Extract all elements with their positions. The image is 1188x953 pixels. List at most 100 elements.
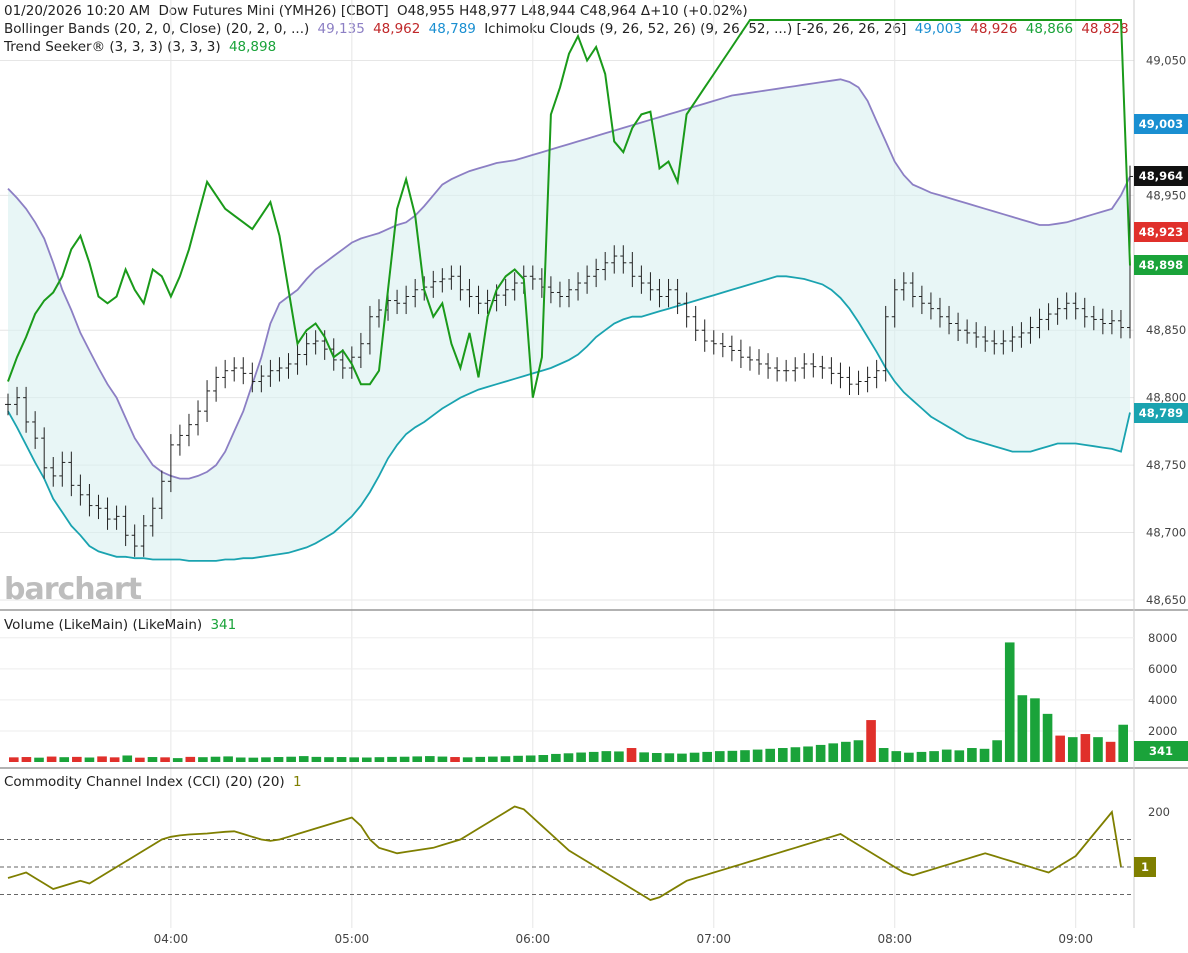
volume-bar	[538, 755, 549, 762]
volume-bar	[588, 751, 599, 762]
bb-label: Bollinger Bands (20, 2, 0, Close) (20, 2…	[4, 21, 310, 37]
volume-bar	[1030, 698, 1040, 762]
volume-bar	[59, 757, 70, 762]
ichi-value-1: 49,003	[914, 21, 962, 37]
time-tick-label: 06:00	[516, 932, 551, 946]
volume-bar	[109, 757, 120, 762]
volume-bar	[198, 757, 208, 762]
cci-line	[7, 805, 1122, 901]
volume-tag: 341	[1134, 740, 1188, 761]
volume-bar	[651, 752, 662, 762]
volume-bar	[311, 756, 322, 762]
volume-bar	[803, 746, 813, 762]
volume-bar	[450, 757, 460, 762]
volume-bar	[740, 750, 750, 762]
time-tick-label: 09:00	[1058, 932, 1093, 946]
price-tag: 49,003	[1134, 113, 1188, 134]
volume-bar	[967, 748, 977, 762]
volume-bar	[160, 757, 170, 762]
cci-value: 1	[292, 774, 302, 790]
volume-bar	[412, 756, 423, 762]
volume-bar	[626, 748, 637, 762]
volume-bar	[765, 748, 776, 762]
volume-bar	[677, 753, 687, 762]
volume-bar	[1118, 724, 1128, 762]
header-datetime: 01/20/2026 10:20 AM	[4, 3, 151, 19]
volume-tick-label: 8000	[1148, 631, 1177, 645]
volume-bar	[1004, 642, 1015, 762]
price-tick-label: 48,850	[1146, 323, 1186, 337]
cci-title: Commodity Channel Index (CCI) (20) (20)	[4, 774, 285, 790]
bollinger-band-fill	[8, 79, 1130, 561]
volume-bar	[1067, 737, 1078, 762]
volume-bar	[815, 744, 826, 762]
price-tag: 48,964	[1134, 166, 1188, 187]
price-tick-label: 48,700	[1146, 526, 1186, 540]
volume-bar	[135, 757, 145, 762]
volume-bar	[727, 750, 738, 762]
volume-bar	[601, 751, 612, 762]
volume-bar	[904, 752, 914, 762]
cci-tick-label: 200	[1148, 805, 1170, 819]
time-tick-label: 08:00	[877, 932, 912, 946]
volume-panel-header: Volume (LikeMain) (LikeMain) 341	[4, 616, 240, 634]
volume-bar	[689, 752, 700, 762]
volume-bar	[1105, 741, 1116, 762]
volume-bar	[841, 741, 851, 762]
price-tick-label: 48,650	[1146, 593, 1186, 607]
bollinger-lower-line	[7, 275, 1131, 562]
volume-bar	[513, 755, 523, 762]
volume-bar	[172, 758, 183, 762]
volume-bar	[1093, 737, 1103, 762]
header-line-3: Trend Seeker® (3, 3, 3) (3, 3, 3) 48,898	[4, 38, 280, 56]
volume-bar	[500, 756, 511, 762]
barchart-logo: barchart	[4, 572, 142, 607]
header-line-2: Bollinger Bands (20, 2, 0, Close) (20, 2…	[4, 20, 1133, 38]
volume-bar	[702, 751, 712, 762]
volume-bar	[488, 756, 498, 762]
time-tick-label: 05:00	[335, 932, 370, 946]
volume-bar	[122, 755, 133, 762]
volume-bar	[235, 757, 246, 762]
volume-bar	[1080, 734, 1091, 762]
ts-value: 48,898	[228, 39, 277, 55]
time-tick-label: 04:00	[154, 932, 189, 946]
header-instrument: Dow Futures Mini (YMH26) [CBOT]	[158, 3, 389, 19]
volume-bar	[664, 753, 675, 762]
volume-bar	[878, 748, 889, 762]
volume-bar	[273, 757, 284, 762]
volume-bar	[992, 740, 1002, 762]
volume-title: Volume (LikeMain) (LikeMain)	[4, 617, 203, 633]
time-tick-label: 07:00	[696, 932, 731, 946]
volume-bar	[336, 757, 347, 762]
volume-tick-label: 6000	[1148, 662, 1177, 676]
volume-bar	[387, 756, 397, 762]
volume-bar	[551, 753, 561, 762]
volume-bar	[374, 757, 385, 762]
volume-bar	[891, 751, 902, 762]
volume-bar	[298, 756, 309, 762]
header-line-1: 01/20/2026 10:20 AM Dow Futures Mini (YM…	[4, 2, 752, 20]
volume-bar	[248, 757, 259, 762]
volume-bar	[349, 757, 359, 762]
volume-bar	[475, 756, 486, 762]
volume-bar	[790, 747, 801, 762]
volume-bar	[714, 751, 725, 762]
volume-bar	[639, 752, 649, 762]
volume-bar	[286, 756, 296, 762]
volume-bar	[941, 749, 952, 762]
volume-bar	[361, 757, 372, 762]
header-ohlc: O48,955 H48,977 L48,944 C48,964 Δ+10 (+0…	[397, 3, 748, 19]
volume-bar	[778, 748, 788, 762]
volume-bar	[72, 756, 82, 762]
volume-bar	[576, 752, 586, 762]
volume-bar	[147, 757, 158, 762]
volume-bar	[752, 749, 763, 762]
volume-bar	[853, 740, 864, 762]
price-tick-label: 48,800	[1146, 391, 1186, 405]
volume-bar	[425, 756, 435, 762]
ichi-value-4: 48,828	[1081, 21, 1129, 37]
price-tag: 48,923	[1134, 221, 1188, 242]
